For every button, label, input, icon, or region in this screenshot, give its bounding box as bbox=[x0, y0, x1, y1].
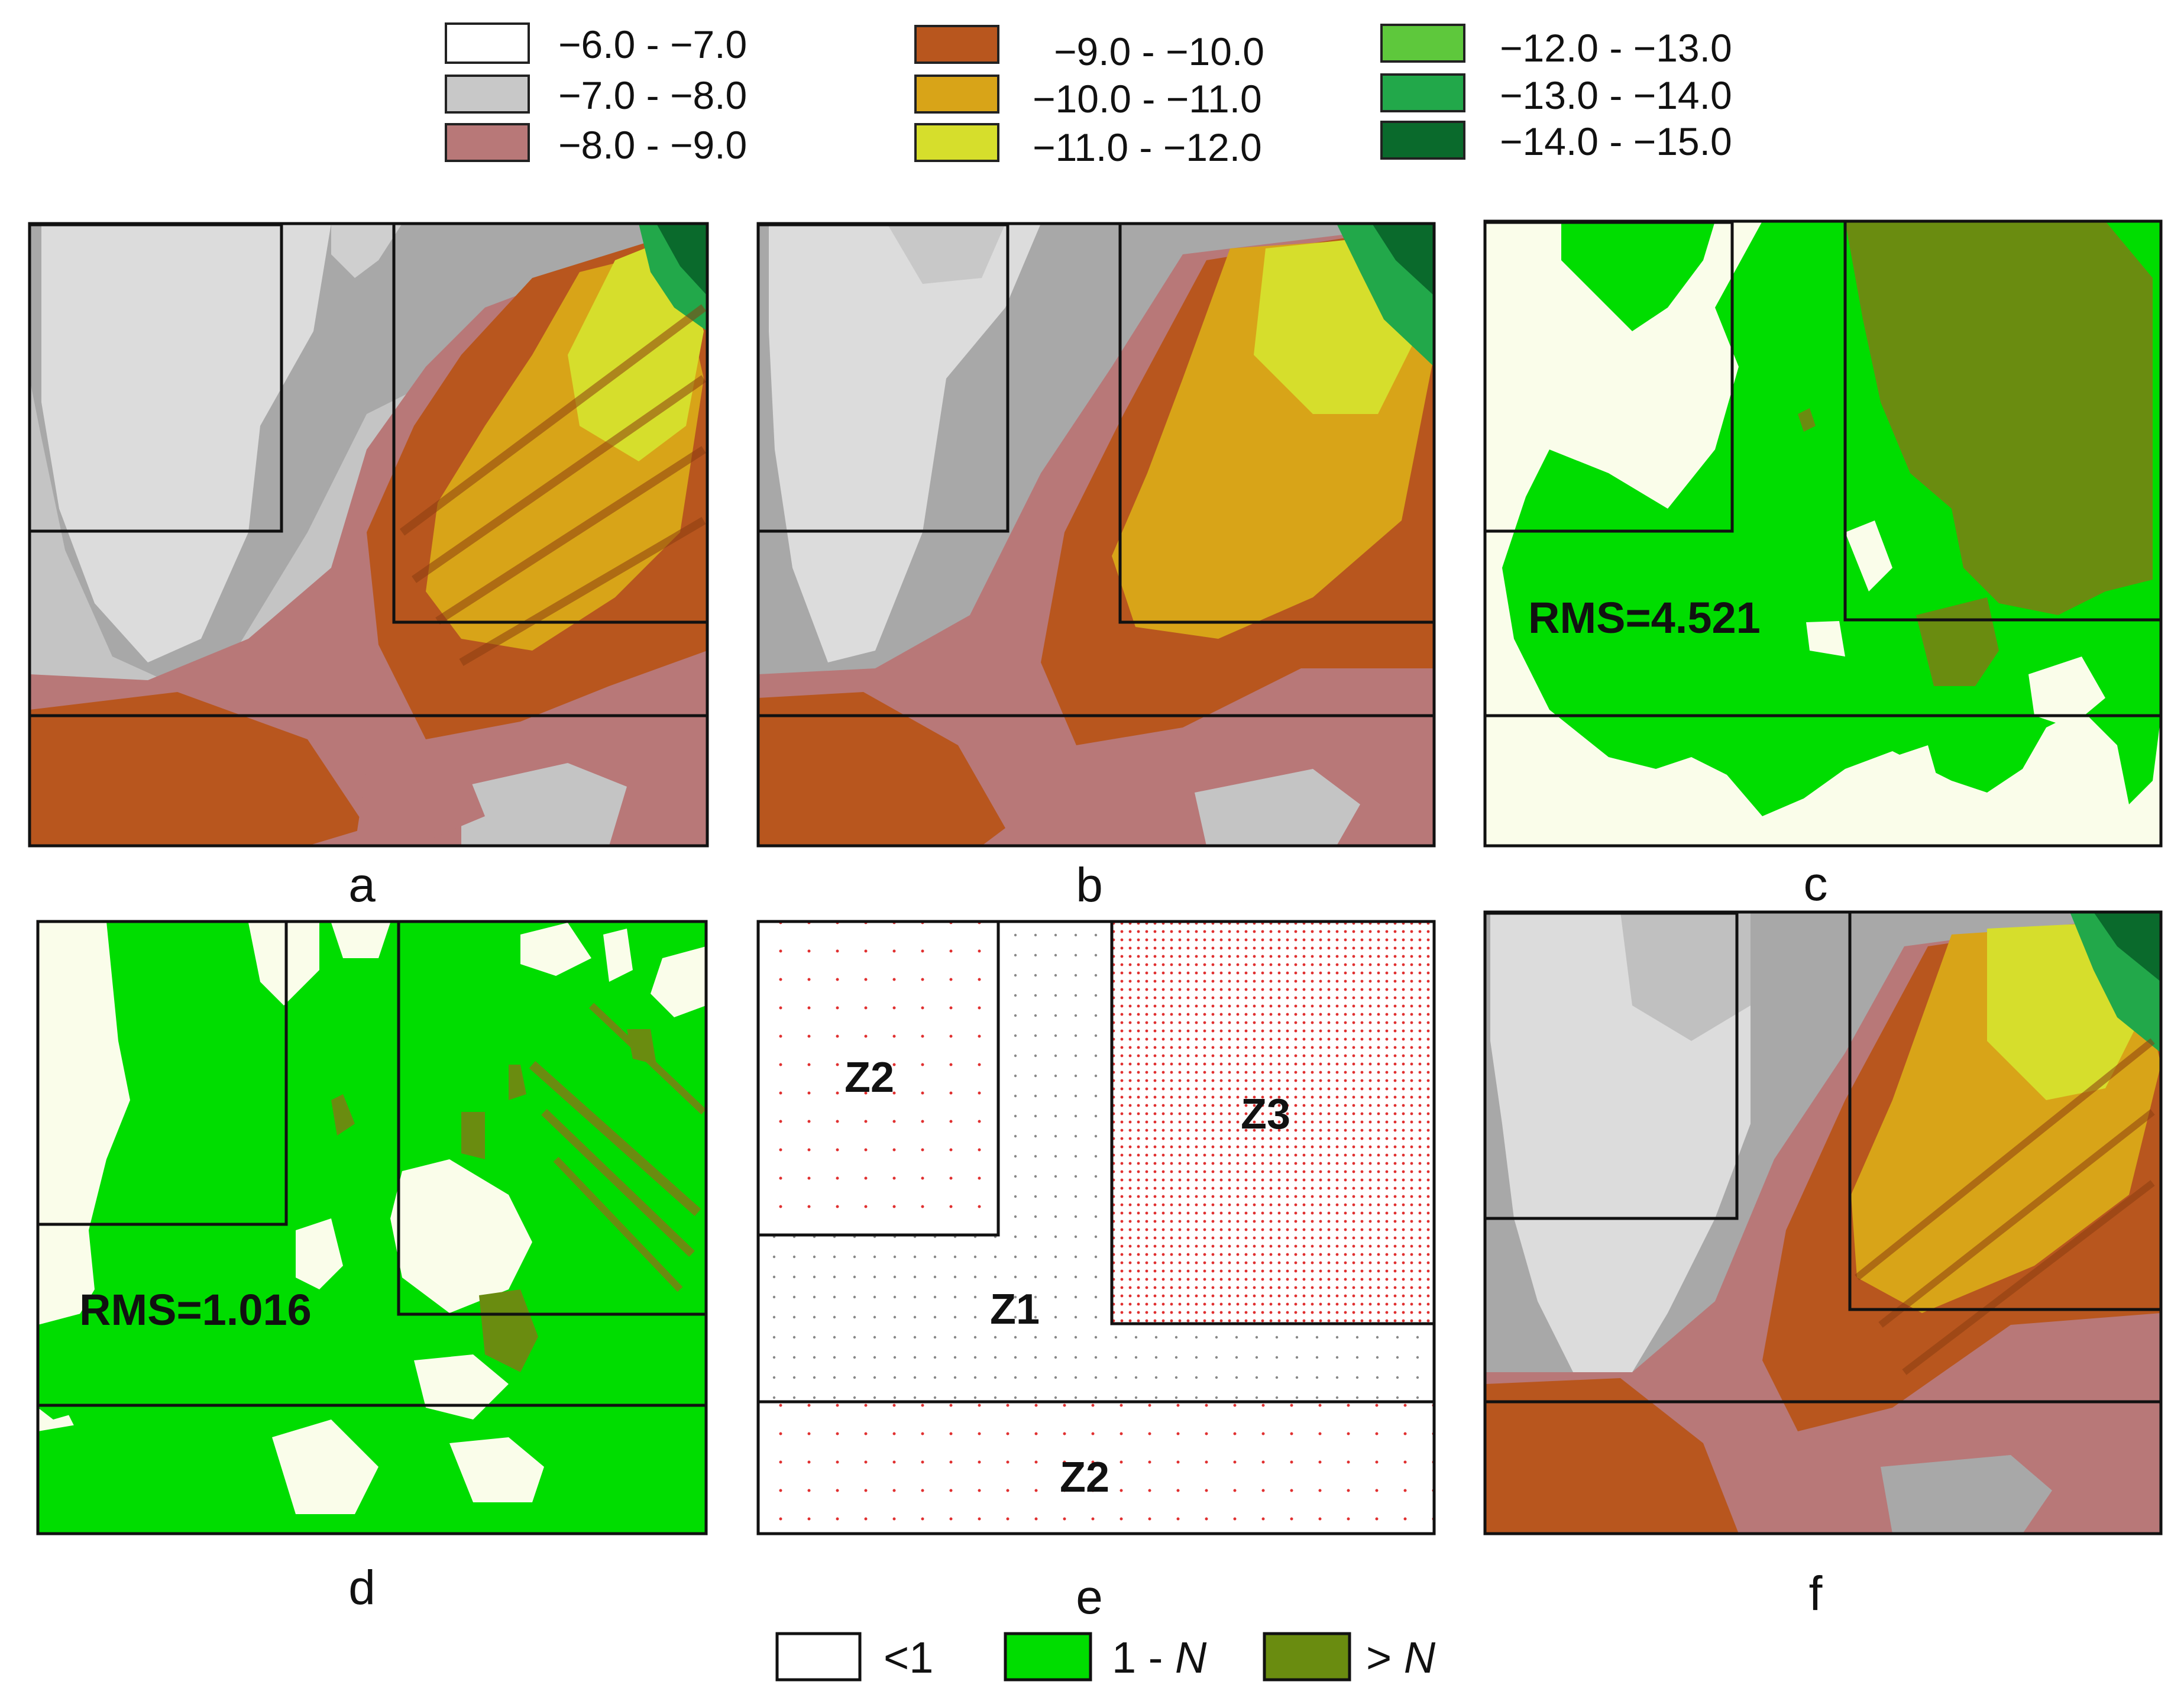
panel-c-map bbox=[1485, 221, 2161, 846]
panel-label-a: a bbox=[348, 858, 376, 912]
density-legend-item-2: 1 - N bbox=[1004, 1632, 1207, 1682]
legend-label-symbol: N bbox=[1175, 1633, 1207, 1682]
zone-label-z1: Z1 bbox=[990, 1286, 1040, 1333]
panel-a-map bbox=[30, 224, 707, 846]
legend-label: −8.0 - −9.0 bbox=[558, 123, 747, 167]
legend-label: −6.0 - −7.0 bbox=[558, 22, 747, 66]
panel-label-f: f bbox=[1809, 1567, 1823, 1621]
legend-swatch bbox=[914, 123, 999, 162]
zone-z2-bottom-fill bbox=[758, 1402, 1434, 1534]
depth-legend-item-1: −6.0 - −7.0 bbox=[445, 22, 747, 66]
depth-legend-item-4: −9.0 - −10.0 bbox=[914, 25, 1264, 73]
legend-swatch bbox=[445, 75, 530, 114]
legend-label: −12.0 - −13.0 bbox=[1500, 26, 1732, 70]
panel-d-map bbox=[38, 921, 706, 1534]
panel-e: Z2 Z3 Z1 Z2 e bbox=[756, 920, 1436, 1624]
legend-swatch bbox=[1263, 1632, 1351, 1682]
legend-swatch bbox=[445, 22, 530, 64]
zone-label-z2-top: Z2 bbox=[845, 1054, 894, 1101]
depth-legend-item-6: −11.0 - −12.0 bbox=[914, 123, 1262, 169]
zone-box bbox=[1483, 714, 2163, 848]
zone-box bbox=[1848, 910, 2163, 1311]
panel-label-e: e bbox=[1076, 1570, 1103, 1624]
legend-label: −14.0 - −15.0 bbox=[1500, 119, 1732, 163]
legend-label: 1 - N bbox=[1112, 1633, 1207, 1682]
panel-label-c: c bbox=[1804, 857, 1828, 911]
zone-box bbox=[1110, 920, 1436, 1325]
panel-d: RMS=1.016 d bbox=[36, 920, 708, 1615]
legend-label: −10.0 - −11.0 bbox=[1033, 77, 1262, 121]
depth-legend-item-5: −10.0 - −11.0 bbox=[914, 75, 1262, 121]
rms-label-d: RMS=1.016 bbox=[79, 1285, 312, 1334]
legend-label: −9.0 - −10.0 bbox=[1054, 30, 1264, 73]
zone-box bbox=[1483, 221, 1734, 533]
legend-label: −7.0 - −8.0 bbox=[558, 73, 747, 117]
legend-swatch bbox=[775, 1632, 862, 1682]
depth-legend-item-8: −13.0 - −14.0 bbox=[1380, 73, 1732, 117]
depth-legend-item-9: −14.0 - −15.0 bbox=[1380, 119, 1732, 163]
legend-swatch bbox=[1380, 121, 1465, 160]
zone-box bbox=[36, 1404, 708, 1535]
depth-legend-item-3: −8.0 - −9.0 bbox=[445, 123, 747, 167]
legend-label: −11.0 - −12.0 bbox=[1033, 125, 1262, 169]
zone-box bbox=[1118, 222, 1436, 624]
density-legend: <1 1 - N > N bbox=[775, 1632, 1436, 1682]
rms-label-c: RMS=4.521 bbox=[1528, 593, 1761, 642]
zone-label-z3: Z3 bbox=[1241, 1091, 1290, 1138]
legend-swatch bbox=[914, 25, 999, 64]
zone-box bbox=[756, 223, 1010, 533]
zone-box bbox=[756, 920, 1000, 1237]
density-legend-item-1: <1 bbox=[775, 1632, 933, 1682]
legend-label-symbol: N bbox=[1404, 1633, 1436, 1682]
zone-z2-top-fill bbox=[758, 921, 998, 1235]
zone-box bbox=[28, 714, 709, 848]
legend-swatch bbox=[1380, 24, 1465, 63]
legend-label: > N bbox=[1366, 1633, 1436, 1682]
panel-b-map bbox=[758, 224, 1434, 846]
zone-box bbox=[36, 920, 288, 1226]
panel-b: b bbox=[756, 222, 1436, 912]
zone-box bbox=[1843, 219, 2163, 622]
legend-label-prefix: 1 - bbox=[1112, 1633, 1175, 1682]
panel-f-map bbox=[1485, 912, 2161, 1534]
panel-label-d: d bbox=[348, 1561, 376, 1615]
legend-swatch bbox=[1380, 73, 1465, 112]
legend-swatch bbox=[914, 75, 999, 114]
panel-f: f bbox=[1483, 910, 2163, 1621]
legend-swatch bbox=[1004, 1632, 1092, 1682]
zone-box bbox=[392, 222, 709, 624]
depth-legend: −6.0 - −7.0 −7.0 - −8.0 −8.0 - −9.0 −9.0… bbox=[445, 22, 1732, 169]
zone-box bbox=[756, 714, 1436, 848]
depth-legend-item-7: −12.0 - −13.0 bbox=[1380, 24, 1732, 70]
zone-box bbox=[756, 1400, 1436, 1535]
panel-c: RMS=4.521 c bbox=[1483, 219, 2163, 911]
panel-a: a bbox=[28, 222, 709, 912]
legend-label: −13.0 - −14.0 bbox=[1500, 73, 1732, 117]
zone-box bbox=[397, 920, 708, 1316]
zone-box bbox=[28, 223, 283, 533]
zone-box bbox=[1483, 911, 1739, 1220]
zone-box bbox=[1483, 1400, 2163, 1535]
zone-label-z2-bottom: Z2 bbox=[1060, 1454, 1109, 1501]
zone-z3-fill bbox=[1112, 921, 1434, 1324]
panel-label-b: b bbox=[1076, 858, 1103, 912]
legend-label: <1 bbox=[884, 1633, 933, 1682]
legend-swatch bbox=[445, 123, 530, 162]
density-legend-item-3: > N bbox=[1263, 1632, 1436, 1682]
depth-legend-item-2: −7.0 - −8.0 bbox=[445, 73, 747, 117]
legend-label-prefix: > bbox=[1366, 1633, 1404, 1682]
